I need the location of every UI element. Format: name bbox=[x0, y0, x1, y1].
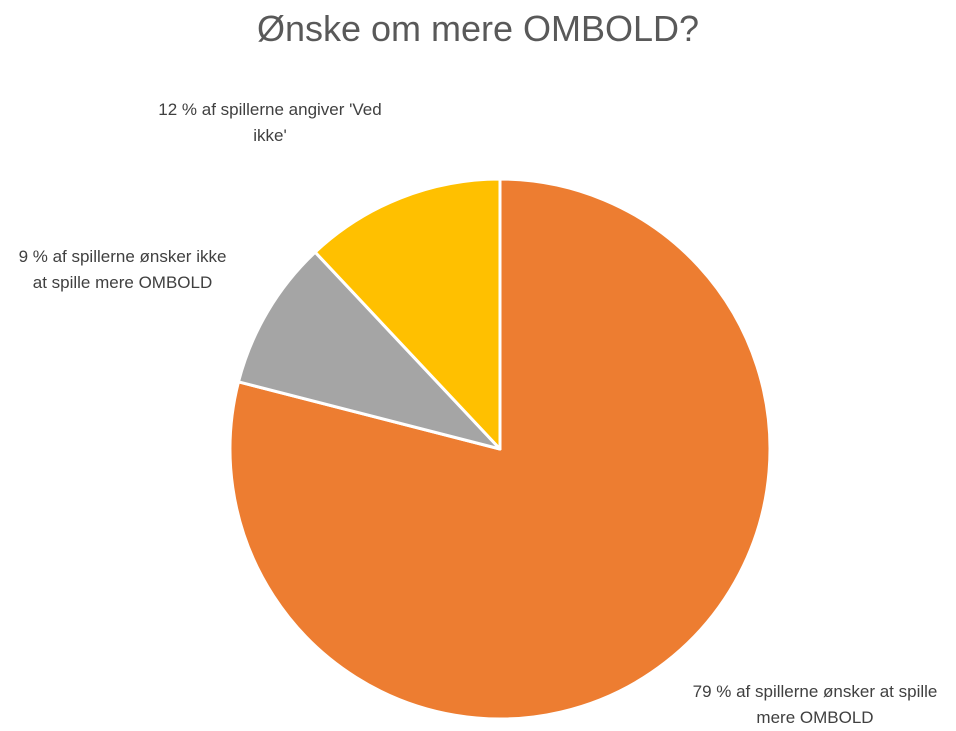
pie-slice bbox=[236, 250, 502, 451]
data-label: 12 % af spillerne angiver 'Ved ikke' bbox=[158, 100, 382, 145]
chart-title: Ønske om mere OMBOLD? bbox=[256, 8, 700, 49]
pie-slice bbox=[313, 177, 502, 451]
data-label: 79 % af spillerne ønsker at spille mere … bbox=[692, 682, 938, 727]
data-label: 9 % af spillerne ønsker ikke at spille m… bbox=[18, 247, 227, 292]
